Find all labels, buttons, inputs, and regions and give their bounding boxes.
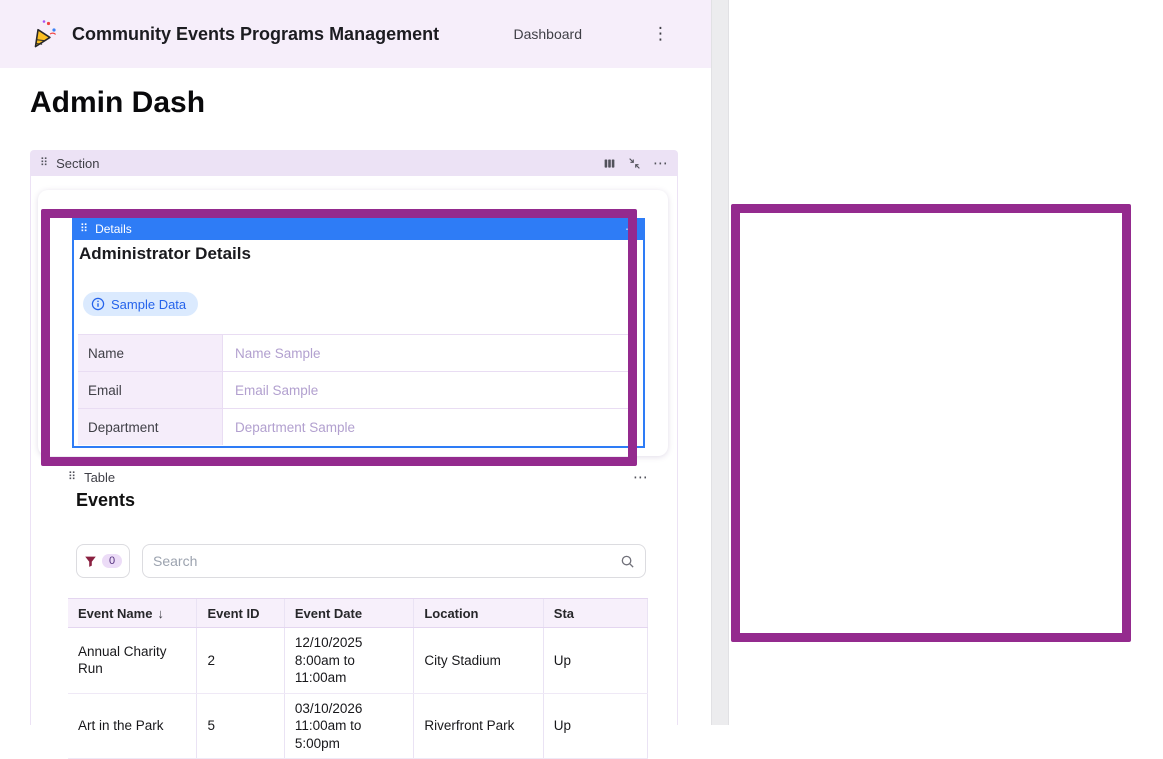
table-row[interactable]: Annual Charity Run 2 12/10/2025 8:00am t… bbox=[68, 628, 648, 694]
section-menu-icon[interactable]: ⋯ bbox=[653, 154, 668, 172]
detail-field-row: Name Name Sample bbox=[78, 334, 634, 371]
column-header-event-date[interactable]: Event Date bbox=[285, 599, 415, 627]
details-block-label: Details bbox=[95, 222, 132, 236]
app-title: Community Events Programs Management bbox=[72, 23, 440, 44]
cell-event-id: 5 bbox=[197, 693, 285, 759]
details-title: Administrator Details bbox=[79, 244, 251, 263]
cell-status: Up bbox=[544, 693, 648, 759]
cell-event-id: 2 bbox=[197, 628, 285, 693]
table-menu-icon[interactable]: ⋯ bbox=[633, 468, 648, 486]
party-popper-logo-icon bbox=[26, 18, 58, 50]
drag-handle-icon[interactable]: ⠿ bbox=[68, 470, 77, 483]
table-header-row: Event Name ↓ Event ID Event Date Locatio… bbox=[68, 598, 648, 628]
details-block-header[interactable]: ⠿ Details ⋯ bbox=[72, 218, 645, 240]
events-search-input[interactable] bbox=[153, 553, 612, 569]
app-preview-panel: Community Events Programs Management Das… bbox=[0, 0, 711, 759]
nav-dashboard[interactable]: Dashboard bbox=[513, 26, 583, 42]
details-block-menu-icon[interactable]: ⋯ bbox=[625, 222, 637, 236]
field-label: Name bbox=[78, 335, 223, 371]
cell-location: City Stadium bbox=[414, 628, 544, 693]
section-block-header[interactable]: ⠿ Section ⋯ bbox=[30, 150, 678, 176]
app-header: Community Events Programs Management Das… bbox=[0, 0, 711, 68]
filter-count-badge: 0 bbox=[101, 554, 123, 568]
events-search[interactable] bbox=[142, 544, 646, 578]
events-title: Events bbox=[76, 490, 136, 510]
sample-data-badge: Sample Data bbox=[83, 292, 199, 316]
details-fields: Name Name Sample Email Email Sample Depa… bbox=[78, 334, 634, 445]
cell-event-name: Annual Charity Run bbox=[68, 628, 198, 693]
field-label: Department bbox=[78, 409, 223, 445]
field-value: Email Sample bbox=[235, 382, 319, 398]
cell-event-name: Art in the Park bbox=[68, 693, 198, 759]
column-header-location[interactable]: Location bbox=[414, 599, 544, 627]
search-icon bbox=[620, 554, 635, 569]
events-table: Event Name ↓ Event ID Event Date Locatio… bbox=[68, 598, 648, 759]
settings-panel: Details Settings › Data Display Data Dis… bbox=[729, 0, 1163, 725]
table-block-label: Table bbox=[84, 469, 116, 485]
field-value: Name Sample bbox=[235, 345, 321, 361]
detail-field-row: Email Email Sample bbox=[78, 371, 634, 408]
cell-status: Up bbox=[544, 628, 648, 693]
details-block-body: Administrator Details Sample Data Name N… bbox=[72, 240, 645, 448]
drag-handle-icon[interactable]: ⠿ bbox=[40, 156, 49, 169]
cell-event-date: 12/10/2025 8:00am to 11:00am bbox=[285, 628, 415, 693]
kebab-menu-icon[interactable]: ⋮ bbox=[652, 24, 669, 43]
funnel-icon bbox=[84, 555, 97, 568]
column-header-status[interactable]: Sta bbox=[544, 599, 648, 627]
sample-data-label: Sample Data bbox=[111, 296, 187, 312]
filter-button[interactable]: 0 bbox=[76, 544, 130, 578]
table-block-header[interactable]: ⠿ Table ⋯ bbox=[68, 466, 648, 488]
info-icon bbox=[91, 297, 105, 311]
field-value: Department Sample bbox=[235, 419, 356, 435]
section-label: Section bbox=[56, 155, 100, 171]
detail-field-row: Department Department Sample bbox=[78, 408, 634, 445]
column-header-event-id[interactable]: Event ID bbox=[197, 599, 285, 627]
column-header-event-name[interactable]: Event Name ↓ bbox=[68, 599, 198, 627]
panel-divider[interactable] bbox=[711, 0, 729, 725]
drag-handle-icon[interactable]: ⠿ bbox=[80, 222, 89, 235]
columns-icon[interactable] bbox=[603, 157, 616, 170]
cell-event-date: 03/10/2026 11:00am to 5:00pm bbox=[285, 693, 415, 759]
collapse-section-icon[interactable] bbox=[628, 157, 641, 170]
sort-desc-icon[interactable]: ↓ bbox=[157, 605, 164, 621]
page-title: Admin Dash bbox=[30, 86, 206, 119]
field-label: Email bbox=[78, 372, 223, 408]
table-row[interactable]: Art in the Park 5 03/10/2026 11:00am to … bbox=[68, 693, 648, 759]
cell-location: Riverfront Park bbox=[414, 693, 544, 759]
